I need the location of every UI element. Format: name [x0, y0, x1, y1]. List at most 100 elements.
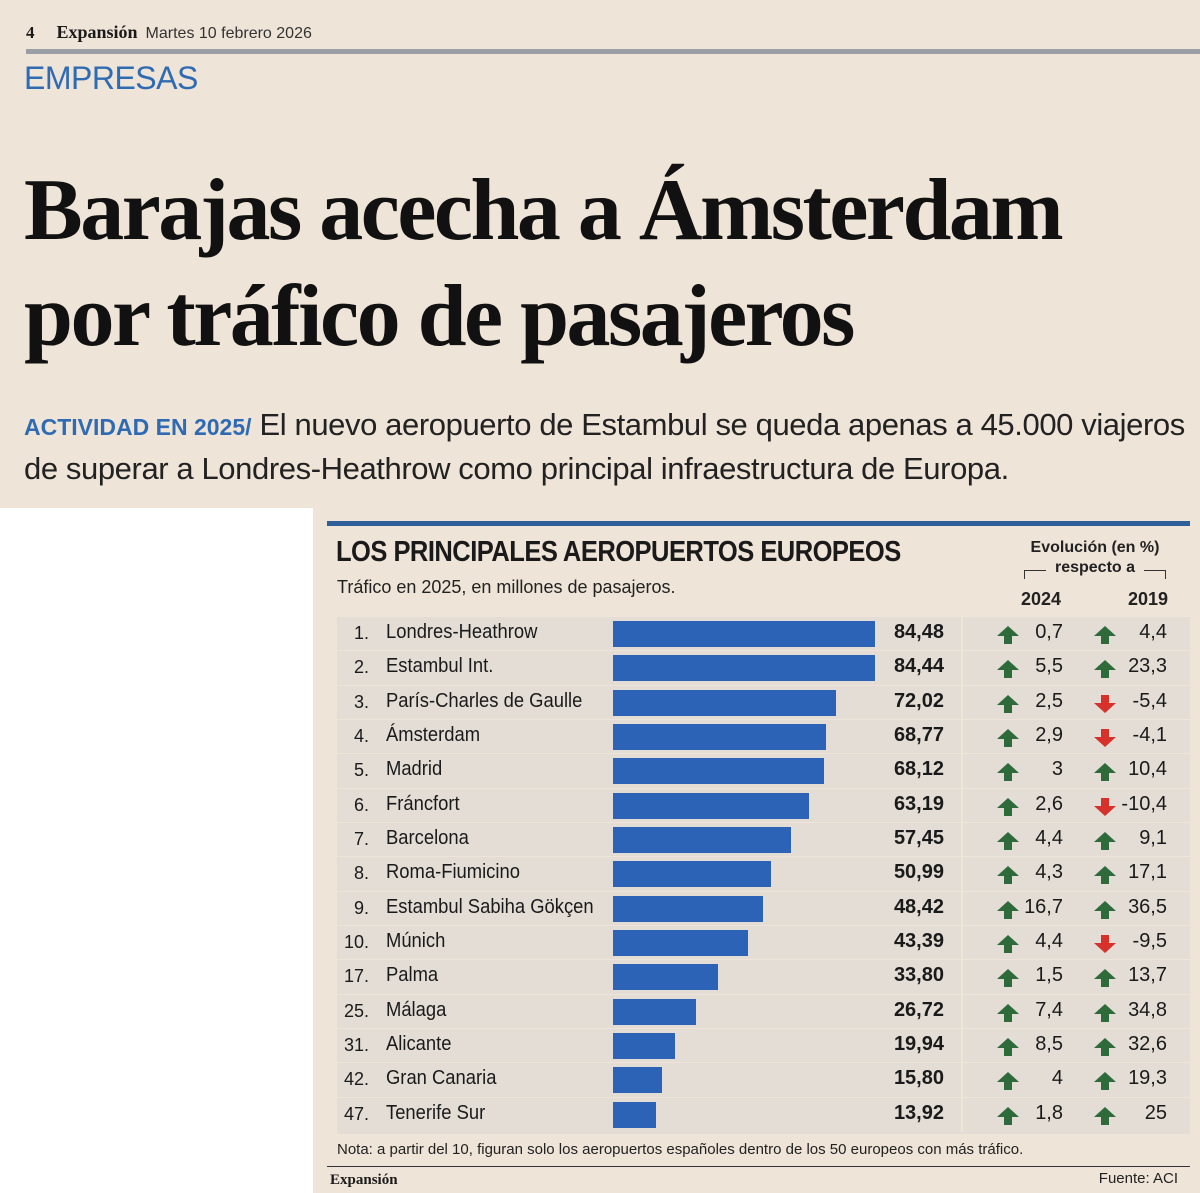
- change-2024: 4: [1051, 1067, 1063, 1090]
- airport-label: Alicante: [386, 1032, 452, 1055]
- table-row: 3. París-Charles de Gaulle 72,02 2,5 -5,4: [337, 684, 1190, 720]
- change-2024: 2,9: [1035, 723, 1063, 746]
- traffic-bar: [613, 792, 809, 819]
- arrow-up-icon: [1094, 626, 1116, 644]
- traffic-bar: [613, 1067, 662, 1094]
- change-2024: 0,7: [1035, 621, 1063, 643]
- change-2024: 1,5: [1035, 964, 1063, 987]
- arrow-up-icon: [997, 1003, 1019, 1022]
- change-2019: 9,1: [1139, 826, 1167, 849]
- issue-date: Martes 10 febrero 2026: [145, 25, 312, 42]
- traffic-value: 50,99: [893, 861, 944, 884]
- standfirst: ACTIVIDAD EN 2025/El nuevo aeropuerto de…: [24, 404, 1194, 490]
- arrow-up-icon: [997, 866, 1019, 885]
- traffic-value: 84,44: [893, 655, 944, 678]
- airport-label: Málaga: [386, 998, 447, 1021]
- traffic-bar: [613, 895, 763, 922]
- change-2019: 4,4: [1139, 621, 1167, 643]
- table-row: 25. Málaga 26,72 7,4 34,8: [337, 993, 1190, 1029]
- column-separator: [961, 1063, 963, 1098]
- airport-label: Londres-Heathrow: [386, 621, 538, 643]
- traffic-bar: [613, 826, 791, 853]
- evolution-subtitle: respecto a: [1054, 559, 1136, 576]
- column-separator: [961, 1028, 963, 1063]
- table-row: 6. Fráncfort 63,19 2,6 -10,4: [337, 787, 1190, 823]
- chart-subtitle: Tráfico en 2025, en millones de pasajero…: [337, 577, 676, 597]
- traffic-value: 84,48: [893, 621, 944, 643]
- traffic-bar: [613, 861, 771, 888]
- change-2019: 25: [1144, 1101, 1167, 1124]
- rank-label: 25.: [343, 1000, 369, 1021]
- traffic-value: 48,42: [893, 895, 944, 918]
- traffic-value: 68,12: [893, 758, 944, 781]
- brand-name: Expansión: [56, 22, 138, 42]
- airport-label: Estambul Sabiha Gökçen: [386, 895, 594, 918]
- arrow-down-icon: [1094, 728, 1116, 747]
- arrow-up-icon: [997, 728, 1019, 747]
- airport-label: Estambul Int.: [386, 655, 494, 678]
- arrow-up-icon: [997, 1106, 1019, 1125]
- change-2019: -5,4: [1132, 689, 1167, 712]
- arrow-up-icon: [1094, 660, 1116, 679]
- rank-label: 7.: [353, 828, 369, 849]
- chart-source: Fuente: ACI: [1098, 1170, 1178, 1187]
- top-rule-left: [26, 49, 150, 54]
- traffic-bar: [613, 723, 826, 750]
- standfirst-text: El nuevo aeropuerto de Estambul se queda…: [24, 407, 1185, 486]
- rank-label: 42.: [343, 1069, 369, 1090]
- traffic-bar: [613, 1101, 656, 1128]
- traffic-value: 13,92: [893, 1101, 944, 1124]
- arrow-up-icon: [1094, 1072, 1116, 1091]
- arrow-up-icon: [997, 831, 1019, 850]
- traffic-bar: [613, 964, 718, 991]
- traffic-bar: [613, 1032, 675, 1059]
- headline: Barajas acecha a Ámsterdam por tráfico d…: [24, 158, 1200, 370]
- column-separator: [961, 857, 963, 892]
- arrow-up-icon: [997, 797, 1019, 816]
- airport-label: Fráncfort: [386, 792, 460, 815]
- traffic-bar: [613, 655, 875, 682]
- arrow-down-icon: [1094, 934, 1116, 953]
- change-2019: 34,8: [1128, 998, 1167, 1021]
- column-separator: [961, 960, 963, 995]
- traffic-value: 33,80: [893, 964, 944, 987]
- change-2024: 4,4: [1035, 826, 1063, 849]
- column-separator: [961, 994, 963, 1029]
- traffic-bar: [613, 929, 748, 956]
- folio: 4 Expansión Martes 10 febrero 2026: [26, 22, 312, 46]
- traffic-bar: [613, 998, 696, 1025]
- traffic-value: 63,19: [893, 792, 944, 815]
- change-2019: 17,1: [1128, 861, 1167, 884]
- arrow-up-icon: [1094, 1106, 1116, 1125]
- rank-label: 6.: [353, 794, 369, 815]
- rank-label: 9.: [353, 897, 369, 918]
- page-number: 4: [26, 23, 35, 42]
- arrow-down-icon: [1094, 797, 1116, 816]
- evolution-bracket: [1024, 567, 1166, 579]
- section-label: EMPRESAS: [24, 60, 198, 96]
- traffic-bar: [613, 689, 836, 716]
- change-2019: 10,4: [1128, 758, 1167, 781]
- column-separator: [961, 651, 963, 686]
- arrow-up-icon: [1094, 831, 1116, 850]
- table-row: 8. Roma-Fiumicino 50,99 4,3 17,1: [337, 856, 1190, 892]
- chart-note: Nota: a partir del 10, figuran solo los …: [337, 1141, 1024, 1158]
- traffic-value: 57,45: [893, 826, 944, 849]
- arrow-up-icon: [1094, 1003, 1116, 1022]
- arrow-up-icon: [997, 1072, 1019, 1091]
- footer-brand: Expansión: [330, 1172, 398, 1188]
- rank-label: 1.: [353, 623, 369, 643]
- year-col-2024: 2024: [1021, 589, 1062, 609]
- rank-label: 3.: [353, 691, 369, 712]
- change-2024: 1,8: [1035, 1101, 1063, 1124]
- traffic-value: 26,72: [893, 998, 944, 1021]
- column-separator: [961, 822, 963, 857]
- article-header-panel: [0, 0, 1200, 508]
- footer-rule: [327, 1166, 1190, 1167]
- table-row: 2. Estambul Int. 84,44 5,5 23,3: [337, 650, 1190, 686]
- change-2024: 16,7: [1024, 895, 1063, 918]
- table-row: 1. Londres-Heathrow 84,48 0,7 4,4: [337, 616, 1190, 651]
- traffic-value: 19,94: [893, 1032, 944, 1055]
- airport-label: Ámsterdam: [386, 723, 481, 746]
- arrow-up-icon: [1094, 1037, 1116, 1056]
